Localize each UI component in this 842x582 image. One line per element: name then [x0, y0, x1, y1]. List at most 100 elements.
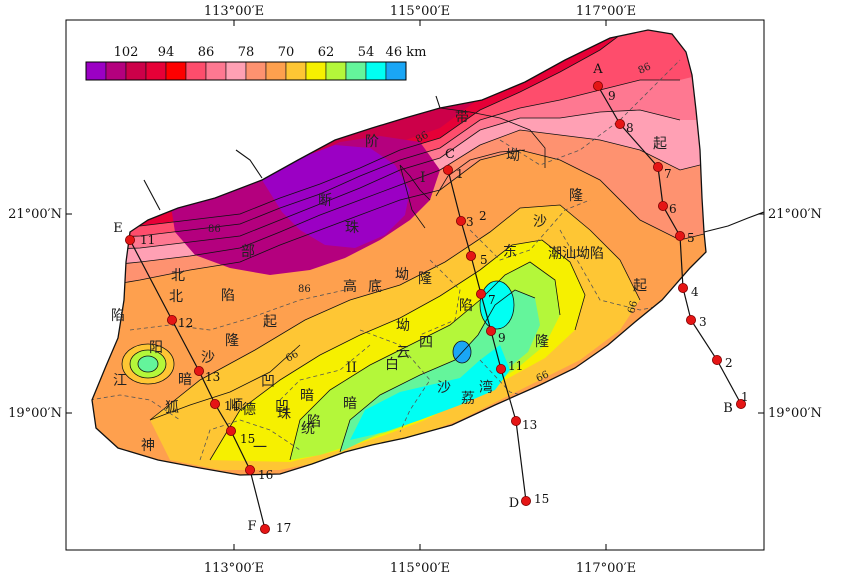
- station-label: 15: [240, 432, 255, 446]
- station-marker: [675, 230, 686, 241]
- legend-swatch: [125, 61, 147, 81]
- station-marker: [485, 325, 496, 336]
- station-label: 11: [508, 359, 523, 373]
- region-label: 德: [242, 402, 256, 418]
- station-marker: [225, 425, 236, 436]
- station-marker: [686, 314, 697, 325]
- region-label: 带: [455, 110, 469, 126]
- region-label: 陷: [307, 414, 321, 430]
- profile-lines: AB987654321CD135791113152EF1112131415161…: [113, 62, 748, 535]
- station-label: 2: [725, 356, 733, 370]
- station-marker: [209, 398, 220, 409]
- profile-line: [447, 169, 527, 502]
- station-label: 8: [626, 121, 634, 135]
- station-marker: [495, 363, 506, 374]
- region-label: 陷: [459, 298, 473, 314]
- legend-border: [85, 61, 407, 81]
- station-marker: [736, 398, 747, 409]
- region-label: 潮汕坳陷: [548, 246, 604, 262]
- region-label: 隆: [225, 333, 239, 349]
- x-tick-bottom-115: 115°00′E: [390, 561, 450, 576]
- structural-unit-label: I: [420, 170, 426, 186]
- region-label: 陷: [111, 308, 125, 324]
- station-label: 2: [479, 209, 487, 223]
- profile-end-label: F: [247, 519, 256, 534]
- legend-swatch: [185, 61, 207, 81]
- station-label: 3: [699, 315, 707, 329]
- region-label: 暗: [178, 372, 192, 388]
- station-label: 7: [664, 167, 672, 181]
- station-label: 3: [466, 215, 474, 229]
- station-label: 1: [741, 390, 749, 404]
- station-marker: [442, 164, 453, 175]
- station-label: 13: [522, 418, 537, 432]
- x-tick-top-113: 113°00′E: [204, 4, 264, 19]
- map-frame: [65, 19, 765, 551]
- region-label: 起: [263, 314, 277, 330]
- station-label: 13: [205, 370, 220, 384]
- legend-swatch: [285, 61, 307, 81]
- legend-swatch: [365, 61, 387, 81]
- legend-value: 70: [278, 45, 295, 60]
- station-marker: [125, 234, 136, 245]
- station-marker: [615, 119, 626, 130]
- region-label: 荔: [461, 391, 475, 407]
- region-label: 江: [113, 373, 127, 389]
- region-label: 北: [169, 289, 183, 305]
- x-tick-bottom-113: 113°00′E: [204, 561, 264, 576]
- legend-swatch: [305, 61, 327, 81]
- profile-start-label: A: [592, 62, 603, 77]
- station-label: 6: [669, 202, 677, 216]
- legend-value: 46 km: [386, 45, 427, 60]
- station-marker: [653, 161, 664, 172]
- region-label: 东: [503, 244, 517, 260]
- x-tick-bottom-117: 117°00′E: [576, 561, 636, 576]
- region-label: 阳: [149, 340, 163, 356]
- legend-swatch: [85, 61, 107, 81]
- legend-value: 86: [198, 45, 215, 60]
- external-linework: [143, 95, 765, 233]
- station-marker: [455, 215, 466, 226]
- region-label: 凹: [275, 399, 289, 415]
- station-marker: [658, 200, 669, 211]
- region-label: 起: [633, 278, 647, 294]
- station-label: 12: [178, 316, 193, 330]
- station-label: 4: [691, 285, 699, 299]
- region-label: 隆: [569, 188, 583, 204]
- region-label: 隆: [418, 271, 432, 287]
- legend-value: 78: [238, 45, 255, 60]
- region-label: 统: [301, 421, 315, 437]
- region-label: 北: [171, 268, 185, 284]
- station-label: 14: [224, 399, 240, 413]
- region-label: 珠: [345, 220, 359, 236]
- legend-swatch: [165, 61, 187, 81]
- station-marker: [166, 314, 177, 325]
- station-label: 15: [534, 492, 549, 506]
- isoline-label: 86: [637, 61, 653, 76]
- station-marker: [475, 288, 486, 299]
- region-label: 起: [653, 136, 667, 152]
- color-legend: 102 94 86 78 70 62 54 46 km: [85, 45, 427, 81]
- station-marker: [593, 81, 604, 92]
- region-label: 珠: [277, 406, 291, 422]
- axis-ticks: [66, 20, 764, 550]
- y-tick-right-21: 21°00′N: [768, 207, 822, 222]
- region-label: 凹: [261, 374, 275, 390]
- station-label: 5: [480, 253, 488, 267]
- region-label: 沙: [533, 214, 547, 230]
- isoline-label: 86: [298, 284, 311, 295]
- legend-value: 102: [114, 45, 139, 60]
- legend-swatch: [225, 61, 247, 81]
- x-tick-top-115: 115°00′E: [390, 4, 450, 19]
- station-label: 7: [488, 293, 496, 307]
- y-tick-left-21: 21°00′N: [8, 207, 62, 222]
- region-label: 断: [318, 193, 332, 209]
- y-tick-right-19: 19°00′N: [768, 406, 822, 421]
- station-label: 11: [140, 233, 155, 247]
- region-label: 暗: [300, 388, 314, 404]
- region-label: 部: [241, 244, 255, 260]
- station-marker: [244, 464, 255, 475]
- region-label: 坳: [396, 318, 410, 334]
- region-label: 四: [419, 335, 433, 351]
